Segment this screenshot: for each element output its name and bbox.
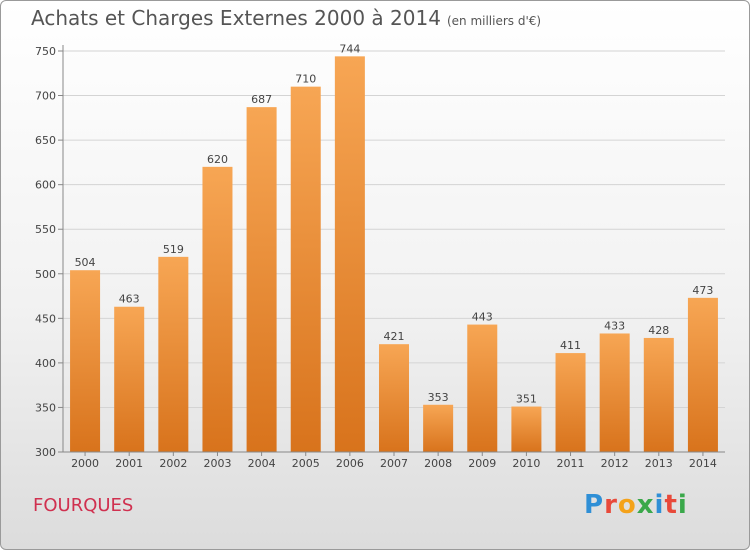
chart-subtitle: (en milliers d'€) [446, 14, 542, 28]
x-tick-label: 2014 [689, 457, 717, 470]
bar-value-label: 504 [75, 256, 96, 269]
bar [511, 406, 542, 452]
chart-title-text: Achats et Charges Externes 2000 à 2014 [31, 6, 441, 30]
logo-letter: P [584, 490, 605, 520]
bar-value-label: 687 [251, 93, 272, 106]
bar [202, 166, 233, 452]
x-tick-label: 2010 [512, 457, 540, 470]
bar [378, 344, 410, 452]
bars-layer: 504 463 519 620 687 710 744 421 353 443 351 411 433 4… [70, 42, 718, 453]
y-tick-label: 300 [35, 446, 56, 459]
y-tick-label: 650 [35, 134, 56, 147]
logo-letter: i [654, 490, 665, 520]
x-tick-label: 2007 [380, 457, 408, 470]
bar [687, 297, 718, 452]
x-tick-label: 2000 [71, 457, 99, 470]
proxiti-logo: Proxiti [584, 490, 688, 520]
bar-value-label: 519 [163, 243, 184, 256]
bar-value-label: 433 [604, 319, 625, 332]
bar-value-label: 710 [295, 73, 316, 86]
bar-value-label: 411 [560, 339, 581, 352]
bar [114, 306, 145, 452]
x-tick-label: 2008 [424, 457, 452, 470]
bar-value-label: 443 [472, 311, 493, 324]
x-tick-label: 2001 [115, 457, 143, 470]
y-tick-label: 600 [35, 179, 56, 192]
bar [70, 270, 101, 452]
x-tick-label: 2003 [203, 457, 231, 470]
bar-value-label: 428 [648, 324, 669, 337]
y-tick-label: 450 [35, 312, 56, 325]
bar [158, 256, 189, 452]
x-tick-label: 2004 [248, 457, 276, 470]
bar-value-label: 353 [428, 391, 449, 404]
bar [555, 353, 586, 452]
axis-layer: 300 350 400 450 500 550 600 650 700 750 2000 2001 20… [35, 45, 725, 470]
x-tick-label: 2011 [557, 457, 585, 470]
y-tick-label: 700 [35, 90, 56, 103]
bar [290, 86, 321, 453]
x-tick-label: 2002 [159, 457, 187, 470]
bar [599, 333, 630, 452]
y-tick-label: 350 [35, 401, 56, 414]
logo-letter: o [617, 490, 637, 520]
bar-value-label: 620 [207, 153, 228, 166]
x-tick-label: 2013 [645, 457, 673, 470]
bar [334, 56, 365, 452]
y-tick-label: 500 [35, 268, 56, 281]
y-tick-label: 750 [35, 45, 56, 58]
bar-value-label: 463 [119, 293, 140, 306]
bar [423, 404, 454, 452]
logo-letter: t [664, 490, 678, 520]
x-tick-label: 2006 [336, 457, 364, 470]
bar-value-label: 351 [516, 393, 537, 406]
y-tick-label: 400 [35, 357, 56, 370]
x-tick-label: 2009 [468, 457, 496, 470]
logo-letter: r [604, 490, 618, 520]
bar-value-label: 421 [384, 330, 405, 343]
x-tick-label: 2005 [292, 457, 320, 470]
chart-title: Achats et Charges Externes 2000 à 2014 (e… [31, 6, 541, 30]
bar-value-label: 744 [339, 42, 360, 55]
bar [467, 324, 498, 452]
logo-letter: i [677, 490, 688, 520]
bar [643, 337, 674, 452]
y-tick-label: 550 [35, 223, 56, 236]
bar-value-label: 473 [692, 284, 713, 297]
logo-letter: x [636, 490, 655, 520]
commune-name: FOURQUES [33, 495, 134, 516]
x-tick-label: 2012 [601, 457, 629, 470]
bar [246, 107, 277, 452]
